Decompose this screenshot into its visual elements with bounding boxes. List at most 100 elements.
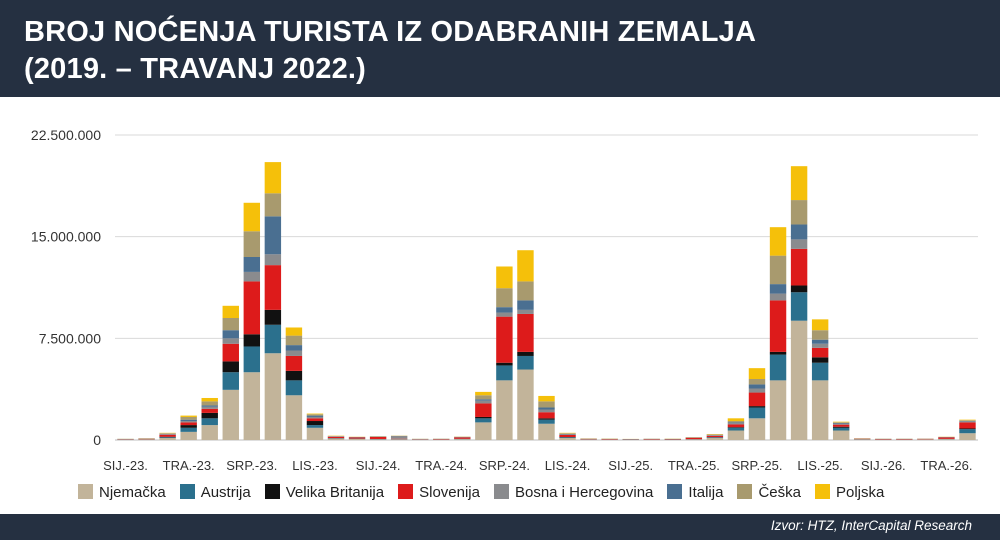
chart-title-line-2: (2019. – TRAVANJ 2022.) [24, 53, 367, 85]
bar-segment [811, 339, 829, 344]
bar-segment [243, 271, 261, 282]
bar-segment [180, 422, 197, 426]
bar-segment [201, 405, 218, 407]
bar-segment [285, 327, 303, 336]
bar-segment [790, 239, 808, 249]
bar-segment [201, 397, 218, 402]
bar-segment [748, 379, 766, 385]
bar-segment [264, 265, 282, 310]
bar-segment [790, 166, 808, 201]
bar-segment [790, 224, 808, 240]
bar-segment [538, 418, 555, 420]
x-tick-label: SIJ.-25. [608, 458, 653, 473]
bar-segment [538, 412, 555, 419]
legend-label: Bosna i Hercegovina [514, 484, 654, 502]
bar-segment [769, 293, 787, 301]
bar-segment [496, 307, 513, 313]
bar-segment [264, 309, 282, 325]
x-tick-label: LIS.-23. [292, 458, 338, 473]
bar-segment [517, 313, 534, 352]
bar-segment [243, 346, 261, 373]
bar-segment [748, 406, 766, 408]
legend-label: Italija [688, 484, 724, 502]
bar-segment [517, 300, 534, 310]
bar-segment [559, 434, 576, 438]
bar-segment [285, 350, 303, 356]
x-tick-label: LIS.-25. [797, 458, 843, 473]
bar-segment [390, 439, 408, 440]
bar-segment [264, 324, 282, 354]
bar-segment [727, 422, 745, 424]
bar-segment [559, 433, 576, 434]
bar-segment [959, 421, 976, 423]
bar-segment [538, 395, 555, 402]
x-tick-label: LIS.-24. [545, 458, 591, 473]
bar-segment [832, 423, 850, 425]
legend-swatch [398, 484, 414, 500]
bar-segment [390, 436, 408, 439]
bar-segment [790, 200, 808, 225]
bar-segment [769, 255, 787, 285]
x-tick-label: SIJ.-24. [356, 458, 401, 473]
bar-segment [180, 416, 197, 420]
bar-segment [475, 399, 492, 401]
bar-segment [475, 391, 492, 396]
bar-segment [748, 407, 766, 419]
bar-segment [306, 413, 324, 415]
bar-segment [327, 436, 345, 439]
y-tick-label: 22.500.000 [31, 127, 101, 143]
bar-segment [938, 437, 955, 439]
bar-segment [454, 437, 471, 439]
bar-segment [832, 430, 850, 440]
bar-segment [306, 427, 324, 440]
bar-segment [475, 395, 492, 400]
legend-swatch [179, 484, 195, 500]
y-tick-label: 15.000.000 [31, 229, 101, 245]
bar-segment [496, 316, 513, 363]
bar-segment [727, 423, 745, 425]
x-tick-label: SIJ.-23. [103, 458, 148, 473]
bar-segment [538, 401, 555, 408]
bar-segment [832, 421, 850, 423]
header: BROJ NOĆENJA TURISTA IZ ODABRANIH ZEMALJ… [0, 0, 1000, 97]
bar-segment [180, 427, 197, 432]
bar-segment [769, 300, 787, 352]
bar-segment [327, 438, 345, 440]
bar-segment [264, 162, 282, 194]
bar-segment [790, 285, 808, 293]
legend-item: Velika Britanija [264, 484, 384, 501]
bar-segment [959, 433, 976, 440]
bar-segment [264, 216, 282, 255]
bar-segment [811, 330, 829, 340]
bar-segment [201, 406, 218, 409]
x-tick-label: TRA.-26. [920, 458, 972, 473]
bar-segment [138, 439, 155, 440]
bar-segment [727, 421, 745, 423]
bar-segment [938, 439, 955, 440]
bar-segment [243, 257, 261, 272]
bar-segment [706, 435, 724, 436]
bar-segment [811, 343, 829, 348]
bar-segment [496, 288, 513, 308]
legend-label: Austrija [200, 484, 251, 502]
bar-segment [306, 416, 324, 419]
bar-segment [475, 416, 492, 419]
bar-segment [517, 281, 534, 301]
bar-segment [496, 380, 513, 440]
legend-label: Slovenija [419, 484, 480, 502]
bar-segment [285, 355, 303, 371]
x-tick-label: TRA.-24. [415, 458, 467, 473]
bar-segment [790, 320, 808, 440]
bar-segment [159, 437, 176, 440]
bar-segment [222, 343, 239, 362]
bar-segment [159, 434, 176, 437]
bar-segment [348, 438, 366, 440]
bar-segment [706, 435, 724, 438]
bar-segment [769, 351, 787, 355]
bar-segment [496, 362, 513, 366]
bar-segment [706, 437, 724, 438]
bar-segment [854, 439, 871, 440]
x-tick-label: SRP.-24. [479, 458, 530, 473]
bar-segment [243, 231, 261, 257]
bar-segment [243, 372, 261, 440]
